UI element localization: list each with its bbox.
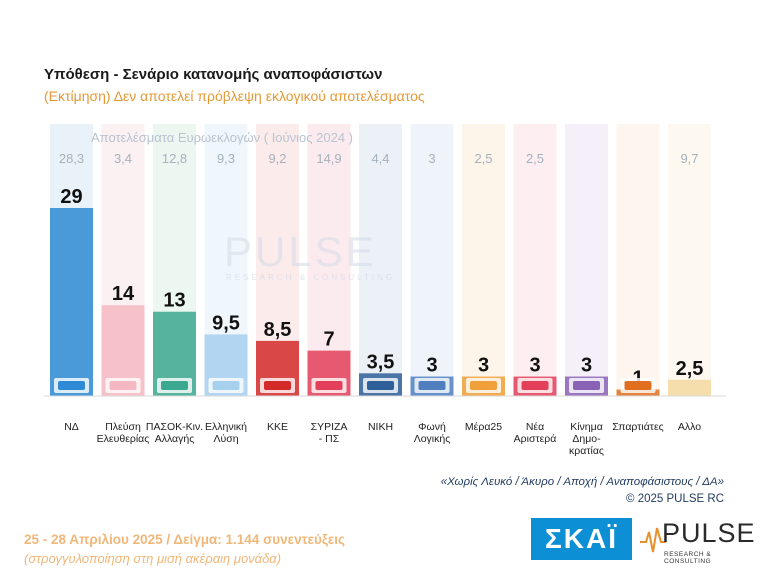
syriza-logo-mark [315,381,343,390]
euro-value-4: 9,2 [268,151,286,166]
category-label-10-0: Κίνημα [570,421,603,433]
column-bg-7 [410,124,454,396]
column-bg-8 [462,124,505,396]
bar-0 [50,208,93,396]
value-label-4: 8,5 [264,319,292,341]
category-label-11-0: Σπαρτιάτες [612,421,663,433]
euro-value-1: 3,4 [114,151,132,166]
mera25-logo-mark [470,381,497,390]
kinima-dimokratias-logo-mark [573,381,600,390]
chart-title: Υπόθεση - Σενάριο κατανομής αναποφάσιστω… [44,66,383,83]
category-label-9-1: Αριστερά [514,433,557,445]
value-label-5: 7 [323,329,334,351]
value-label-0: 29 [60,186,82,208]
euro-value-0: 28,3 [59,151,84,166]
category-label-5-0: ΣΥΡΙΖΑ [311,421,348,433]
pulse-logo-tag: RESEARCH & CONSULTING [664,551,712,565]
pasok-logo-mark [161,381,188,390]
value-label-10: 3 [581,355,592,377]
euro-value-3: 9,3 [217,151,235,166]
spartiates-logo-mark [624,381,652,390]
category-label-10-1: Δημο- [572,433,601,445]
category-label-0-0: ΝΔ [64,421,79,433]
category-label-7-1: Λογικής [414,433,451,445]
category-label-6-0: ΝΙΚΗ [368,421,393,433]
bar-12 [668,379,711,396]
euro-value-8: 2,5 [474,151,492,166]
value-label-6: 3,5 [367,351,395,373]
pulse-watermark: PULSE [224,228,377,275]
rounding-note: (στρογγυλοποίηση στη μισή ακέραιη μονάδα… [24,551,282,566]
category-label-9-0: Νέα [526,421,544,433]
niki-logo-mark [367,381,394,390]
nea-aristera-logo-mark [521,381,549,390]
category-label-3-1: Λύση [213,433,238,445]
category-label-8-0: Μέρα25 [465,421,502,433]
survey-dates-sample: 25 - 28 Απριλίου 2025 / Δείγμα: 1.144 συ… [24,532,346,547]
pulse-logo-word: PULSE [662,518,756,548]
pulse-wave-icon [640,527,666,553]
footnote-copyright: © 2025 PULSE RC [626,493,724,505]
euro-value-7: 3 [428,151,435,166]
foni-logikis-logo-mark [418,381,446,390]
column-bg-12 [668,124,711,396]
category-label-2-0: ΠΑΣΟΚ-Κιν. [146,421,203,433]
footnote: «Χωρίς Λευκό / Άκυρο / Αποχή / Αναποφάσι… [441,474,724,508]
pulse-watermark-tag: RESEARCH & CONSULTING [226,273,396,282]
skai-logo: ΣΚΑΪ [531,518,632,560]
value-label-12: 2,5 [676,358,704,380]
euro-value-9: 2,5 [526,151,544,166]
category-label-12-0: Αλλο [678,421,701,433]
category-label-1-1: Ελευθερίας [97,433,150,445]
chart-subtitle: (Εκτίμηση) Δεν αποτελεί πρόβλεψη εκλογικ… [44,88,425,104]
column-bg-11 [616,124,660,396]
category-label-7-0: Φωνή [418,421,446,433]
bar-chart: Αποτελέσματα Ευρωεκλογών ( Ιούνιος 2024 … [44,124,726,457]
column-bg-6 [359,124,402,396]
euro-results-title: Αποτελέσματα Ευρωεκλογών ( Ιούνιος 2024 … [91,130,353,145]
column-bg-10 [565,124,608,396]
category-label-1-0: Πλεύση [105,421,141,433]
elliniki-lysi-logo-mark [212,381,240,390]
euro-value-12: 9,7 [680,151,698,166]
footnote-exclusions: «Χωρίς Λευκό / Άκυρο / Αποχή / Αναποφάσι… [440,476,724,488]
kke-logo-mark [264,381,291,390]
category-label-5-1: - ΠΣ [319,433,340,445]
value-label-9: 3 [529,355,540,377]
nd-logo-mark [58,381,85,390]
category-label-3-0: Ελληνική [205,421,247,433]
category-label-4-0: ΚΚΕ [267,421,288,433]
value-label-3: 9,5 [212,312,240,334]
euro-value-5: 14,9 [316,151,341,166]
plefsi-logo-mark [109,381,137,390]
value-label-1: 14 [112,283,135,305]
value-label-2: 13 [163,290,185,312]
value-label-7: 3 [426,355,437,377]
euro-value-6: 4,4 [371,151,389,166]
value-label-8: 3 [478,355,489,377]
pulse-logo: PULSE RESEARCH & CONSULTING [640,518,758,565]
euro-value-2: 12,8 [162,151,187,166]
category-label-10-2: κρατίας [569,445,604,457]
column-bg-9 [513,124,557,396]
category-label-2-1: Αλλαγής [155,433,195,445]
